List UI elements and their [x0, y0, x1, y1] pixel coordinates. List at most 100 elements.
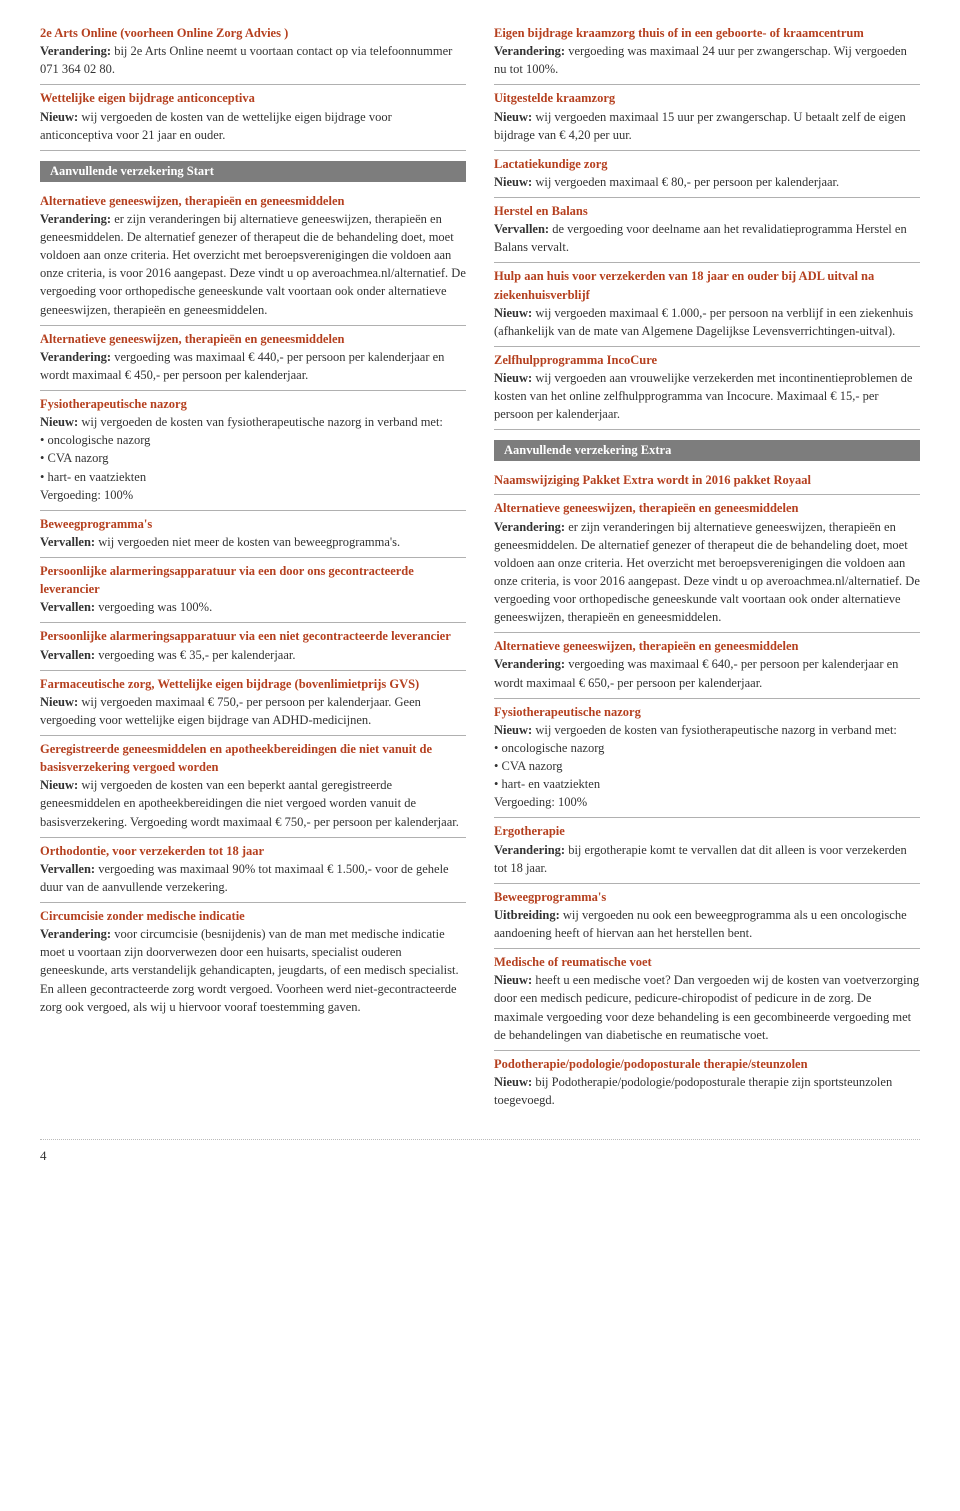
item-title: Zelfhulpprogramma IncoCure — [494, 351, 920, 369]
item-change-label: Verandering: — [494, 657, 565, 671]
item-body-text: wij vergoeden de kosten van fysiotherape… — [78, 415, 443, 429]
item-change-label: Nieuw: — [40, 415, 78, 429]
content-item: Fysiotherapeutische nazorgNieuw: wij ver… — [40, 391, 466, 511]
item-change-label: Nieuw: — [494, 110, 532, 124]
item-body: Verandering: er zijn veranderingen bij a… — [494, 518, 920, 627]
two-column-layout: 2e Arts Online (voorheen Online Zorg Adv… — [40, 20, 920, 1115]
bullet: CVA nazorg — [40, 449, 466, 467]
item-body: Nieuw: wij vergoeden maximaal € 80,- per… — [494, 173, 920, 191]
item-body: Verandering: bij ergotherapie komt te ve… — [494, 841, 920, 877]
item-change-label: Nieuw: — [494, 723, 532, 737]
item-change-label: Vervallen: — [494, 222, 549, 236]
item-body: Nieuw: wij vergoeden maximaal € 1.000,- … — [494, 304, 920, 340]
item-change-label: Vervallen: — [40, 648, 95, 662]
item-change-label: Vervallen: — [40, 600, 95, 614]
content-item: Zelfhulpprogramma IncoCureNieuw: wij ver… — [494, 347, 920, 431]
item-bullets: oncologische nazorgCVA nazorghart- en va… — [40, 431, 466, 485]
item-change-label: Verandering: — [40, 927, 111, 941]
content-item: Herstel en BalansVervallen: de vergoedin… — [494, 198, 920, 263]
item-bullets: oncologische nazorgCVA nazorghart- en va… — [494, 739, 920, 793]
item-body: Nieuw: wij vergoeden aan vrouwelijke ver… — [494, 369, 920, 423]
item-title: Alternatieve geneeswijzen, therapieën en… — [494, 637, 920, 655]
item-title: Hulp aan huis voor verzekerden van 18 ja… — [494, 267, 920, 303]
item-body: Vervallen: vergoeding was € 35,- per kal… — [40, 646, 466, 664]
item-title: Alternatieve geneeswijzen, therapieën en… — [40, 192, 466, 210]
item-body: Verandering: voor circumcisie (besnijden… — [40, 925, 466, 1016]
content-item: Wettelijke eigen bijdrage anticonceptiva… — [40, 85, 466, 150]
item-title: Fysiotherapeutische nazorg — [494, 703, 920, 721]
item-change-label: Nieuw: — [494, 1075, 532, 1089]
content-item: Medische of reumatische voetNieuw: heeft… — [494, 949, 920, 1051]
item-change-label: Vervallen: — [40, 862, 95, 876]
content-item: ErgotherapieVerandering: bij ergotherapi… — [494, 818, 920, 883]
bullet: oncologische nazorg — [40, 431, 466, 449]
item-body: Verandering: bij 2e Arts Online neemt u … — [40, 42, 466, 78]
item-change-label: Verandering: — [40, 44, 111, 58]
item-change-label: Nieuw: — [494, 306, 532, 320]
item-change-label: Uitbreiding: — [494, 908, 560, 922]
item-title: Persoonlijke alarmeringsapparatuur via e… — [40, 627, 466, 645]
item-body-text: wij vergoeden de kosten van fysiotherape… — [532, 723, 897, 737]
item-title: Farmaceutische zorg, Wettelijke eigen bi… — [40, 675, 466, 693]
item-change-label: Nieuw: — [40, 695, 78, 709]
section-bar: Aanvullende verzekering Extra — [494, 440, 920, 461]
item-title: 2e Arts Online (voorheen Online Zorg Adv… — [40, 24, 466, 42]
item-title: Persoonlijke alarmeringsapparatuur via e… — [40, 562, 466, 598]
item-body: Vervallen: vergoeding was 100%. — [40, 598, 466, 616]
content-item: Farmaceutische zorg, Wettelijke eigen bi… — [40, 671, 466, 736]
content-item: Hulp aan huis voor verzekerden van 18 ja… — [494, 263, 920, 347]
item-body: Nieuw: wij vergoeden de kosten van de we… — [40, 108, 466, 144]
content-item: Fysiotherapeutische nazorgNieuw: wij ver… — [494, 699, 920, 819]
item-body-text: vergoeding was 100%. — [95, 600, 212, 614]
item-body-text: heeft u een medische voet? Dan vergoeden… — [494, 973, 919, 1041]
content-item: Orthodontie, voor verzekerden tot 18 jaa… — [40, 838, 466, 903]
item-title: Circumcisie zonder medische indicatie — [40, 907, 466, 925]
left-column: 2e Arts Online (voorheen Online Zorg Adv… — [40, 20, 466, 1115]
content-item: Podotherapie/podologie/podoposturale the… — [494, 1051, 920, 1115]
item-body-text: wij vergoeden aan vrouwelijke verzekerde… — [494, 371, 912, 421]
item-body: Verandering: vergoeding was maximaal 24 … — [494, 42, 920, 78]
item-body: Uitbreiding: wij vergoeden nu ook een be… — [494, 906, 920, 942]
item-change-label: Verandering: — [494, 44, 565, 58]
content-item: Alternatieve geneeswijzen, therapieën en… — [494, 495, 920, 633]
content-item: Alternatieve geneeswijzen, therapieën en… — [40, 188, 466, 326]
item-body-text: vergoeding was € 35,- per kalenderjaar. — [95, 648, 295, 662]
item-title: Geregistreerde geneesmiddelen en apothee… — [40, 740, 466, 776]
item-body-text: bij Podotherapie/podologie/podoposturale… — [494, 1075, 892, 1107]
item-body-text: wij vergoeden maximaal € 80,- per persoo… — [532, 175, 839, 189]
item-title: Medische of reumatische voet — [494, 953, 920, 971]
item-body: Nieuw: heeft u een medische voet? Dan ve… — [494, 971, 920, 1044]
item-trailer: Vergoeding: 100% — [494, 793, 920, 811]
item-body: Vervallen: vergoeding was maximaal 90% t… — [40, 860, 466, 896]
item-change-label: Nieuw: — [494, 371, 532, 385]
item-change-label: Verandering: — [40, 350, 111, 364]
item-title: Orthodontie, voor verzekerden tot 18 jaa… — [40, 842, 466, 860]
item-title: Eigen bijdrage kraamzorg thuis of in een… — [494, 24, 920, 42]
item-body-text: wij vergoeden de kosten van een beperkt … — [40, 778, 459, 828]
content-item: Persoonlijke alarmeringsapparatuur via e… — [40, 623, 466, 670]
item-body-text: wij vergoeden maximaal 15 uur per zwange… — [494, 110, 906, 142]
item-body-text: wij vergoeden maximaal € 1.000,- per per… — [494, 306, 913, 338]
item-body: Nieuw: wij vergoeden de kosten van een b… — [40, 776, 466, 830]
content-item: Circumcisie zonder medische indicatieVer… — [40, 903, 466, 1022]
item-trailer: Vergoeding: 100% — [40, 486, 466, 504]
item-title: Uitgestelde kraamzorg — [494, 89, 920, 107]
item-title: Ergotherapie — [494, 822, 920, 840]
item-title: Alternatieve geneeswijzen, therapieën en… — [494, 499, 920, 517]
item-change-label: Nieuw: — [494, 175, 532, 189]
item-body-text: er zijn veranderingen bij alternatieve g… — [494, 520, 920, 625]
item-body-text: wij vergoeden maximaal € 750,- per perso… — [40, 695, 421, 727]
item-body: Nieuw: wij vergoeden maximaal 15 uur per… — [494, 108, 920, 144]
item-body: Verandering: vergoeding was maximaal € 6… — [494, 655, 920, 691]
item-body: Nieuw: bij Podotherapie/podologie/podopo… — [494, 1073, 920, 1109]
content-item: Alternatieve geneeswijzen, therapieën en… — [494, 633, 920, 698]
item-change-label: Nieuw: — [40, 778, 78, 792]
content-item: Alternatieve geneeswijzen, therapieën en… — [40, 326, 466, 391]
content-item: 2e Arts Online (voorheen Online Zorg Adv… — [40, 20, 466, 85]
item-body: Verandering: vergoeding was maximaal € 4… — [40, 348, 466, 384]
item-title: Podotherapie/podologie/podoposturale the… — [494, 1055, 920, 1073]
item-title: Herstel en Balans — [494, 202, 920, 220]
item-body: Nieuw: wij vergoeden de kosten van fysio… — [40, 413, 466, 431]
item-title: Lactatiekundige zorg — [494, 155, 920, 173]
item-body: Nieuw: wij vergoeden de kosten van fysio… — [494, 721, 920, 739]
